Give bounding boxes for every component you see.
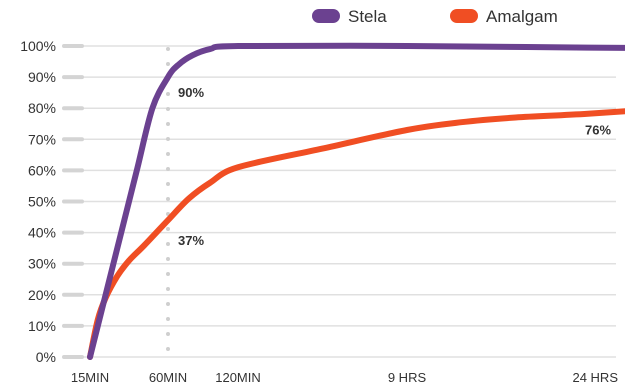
x-tick-label: 24 HRS [572, 370, 618, 385]
legend-swatch [450, 9, 478, 23]
legend-swatch [312, 9, 340, 23]
legend-label: Amalgam [486, 7, 558, 26]
chart-series [87, 42, 625, 360]
y-tick-label: 80% [28, 100, 56, 116]
chart-legend: Stela Amalgam [312, 7, 558, 26]
y-tick-label: 10% [28, 318, 56, 334]
y-tick-label: 20% [28, 287, 56, 303]
data-label: 90% [178, 85, 204, 100]
series-line-stela [87, 42, 625, 360]
y-tick-label: 90% [28, 69, 56, 85]
series-line-amalgam [87, 108, 625, 360]
chart-annotations: 90% 37% 76% [178, 85, 611, 248]
x-axis: 15MIN 60MIN 120MIN 9 HRS 24 HRS [71, 370, 618, 385]
y-tick-label: 70% [28, 131, 56, 147]
x-tick-label: 9 HRS [388, 370, 427, 385]
y-tick-label: 100% [20, 38, 56, 54]
x-tick-label: 15MIN [71, 370, 109, 385]
data-label: 37% [178, 233, 204, 248]
y-axis: 0% 10% 20% 30% 40% 50% 60% 70% 80% 90% 100% [20, 38, 56, 365]
y-tick-label: 40% [28, 225, 56, 241]
chart-grid [62, 44, 616, 359]
legend-label: Stela [348, 7, 387, 26]
y-tick-label: 50% [28, 194, 56, 210]
data-label: 76% [585, 123, 611, 138]
y-tick-label: 0% [36, 349, 56, 365]
y-tick-label: 60% [28, 162, 56, 178]
y-tick-label: 30% [28, 256, 56, 272]
x-tick-label: 60MIN [149, 370, 187, 385]
x-tick-label: 120MIN [215, 370, 261, 385]
